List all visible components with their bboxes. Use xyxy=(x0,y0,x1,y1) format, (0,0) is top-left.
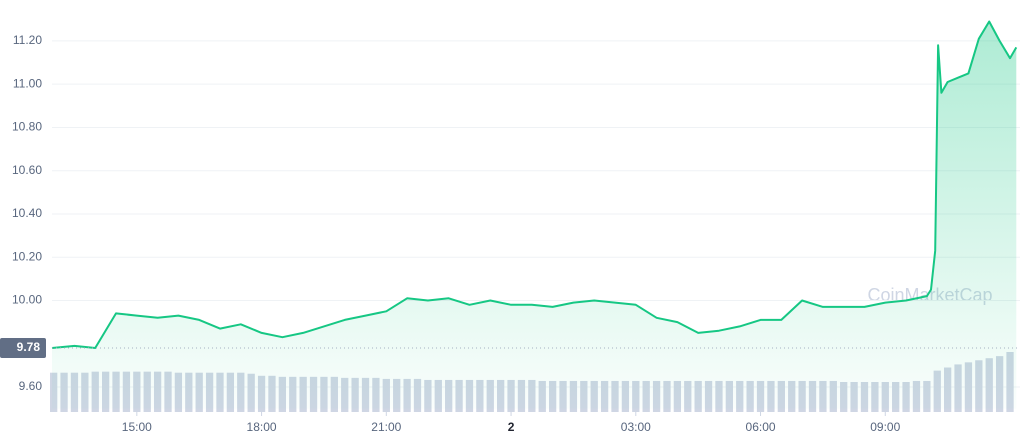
reference-badge xyxy=(0,338,46,359)
x-tick-label: 18:00 xyxy=(247,420,277,434)
reference-label: 9.78 xyxy=(17,340,41,354)
price-line xyxy=(51,20,1018,349)
x-tick-label: 2 xyxy=(508,420,515,434)
x-tick-label: 03:00 xyxy=(621,420,651,434)
x-tick-label: 06:00 xyxy=(746,420,776,434)
x-tick-label: 21:00 xyxy=(371,420,401,434)
y-tick-label: 11.00 xyxy=(13,76,42,90)
y-tick-label: 11.20 xyxy=(13,33,42,47)
y-tick-label: 10.00 xyxy=(12,293,42,307)
y-tick-label: 10.40 xyxy=(12,206,42,220)
price-area xyxy=(52,21,1017,409)
y-tick-label: 9.60 xyxy=(19,379,43,393)
x-tick-label: 09:00 xyxy=(870,420,900,434)
y-tick-label: 10.60 xyxy=(12,163,42,177)
x-tick-label: 15:00 xyxy=(122,420,152,434)
y-tick-label: 10.80 xyxy=(12,120,42,134)
y-tick-label: 10.20 xyxy=(12,249,42,263)
